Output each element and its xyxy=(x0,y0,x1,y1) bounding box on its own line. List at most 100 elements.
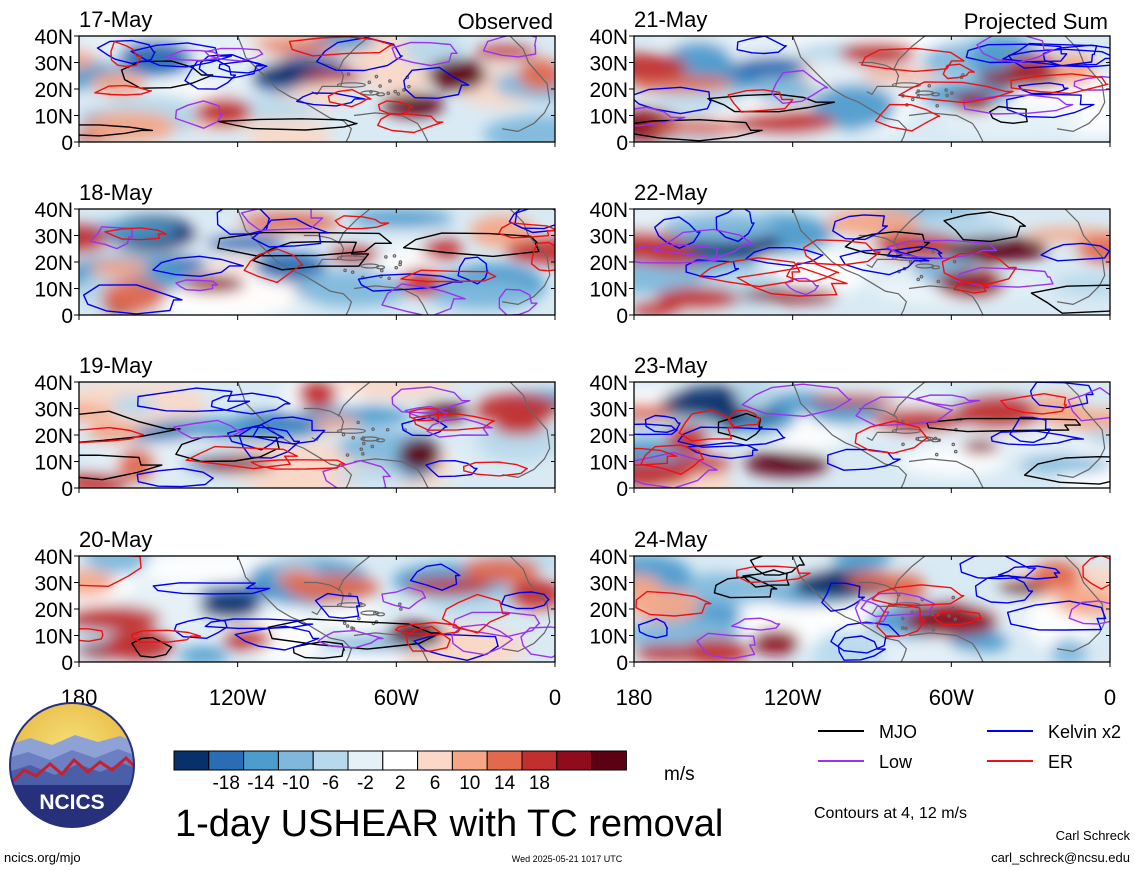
panel-date-label: 22-May xyxy=(634,180,707,205)
y-tick-label: 40N xyxy=(589,199,628,222)
y-tick-label: 10N xyxy=(589,452,628,475)
colorbar-tick-label: 18 xyxy=(529,773,550,794)
y-tick-label: 20N xyxy=(589,425,628,448)
contours xyxy=(634,36,1110,142)
y-tick-label: 40N xyxy=(589,546,628,569)
colorbar-cell xyxy=(591,750,627,771)
panel-date-label: 18-May xyxy=(79,180,152,205)
colorbar-cell xyxy=(277,750,314,771)
panel-date-label: 20-May xyxy=(79,527,152,552)
colorbar-cell xyxy=(243,750,279,771)
ticks xyxy=(629,208,1111,320)
map-panel: 40N 30N 20N 10N 0 24-May xyxy=(589,527,1111,675)
y-tick-label: 30N xyxy=(34,226,73,249)
y-tick-label: 40N xyxy=(34,372,73,395)
ticks xyxy=(74,208,556,320)
y-tick-label: 20N xyxy=(589,599,628,622)
colorbar-tick-label: 2 xyxy=(395,773,406,794)
legend: MJO Kelvin x2 Low ER xyxy=(818,722,1121,772)
map-panel: 40N 30N 20N 10N 0 17-May Observed xyxy=(34,7,556,155)
y-tick-label: 20N xyxy=(34,599,73,622)
y-tick-label: 30N xyxy=(34,399,73,422)
legend-label: Kelvin x2 xyxy=(1048,722,1121,742)
legend-label: ER xyxy=(1048,752,1073,772)
coastline xyxy=(792,556,1106,662)
contours xyxy=(79,556,555,661)
y-tick-label: 20N xyxy=(589,79,628,102)
map-panel: 40N 30N 20N 10N 0 19-May xyxy=(34,353,556,501)
y-tick-label: 10N xyxy=(34,279,73,302)
ncics-logo: NCICS xyxy=(9,702,135,828)
contours-note: Contours at 4, 12 m/s xyxy=(814,805,967,822)
y-tick-label: 0 xyxy=(61,132,73,155)
colorbar-cell xyxy=(173,750,210,771)
panels: 40N 30N 20N 10N 0 17-May Observed 40N 30N 20N 10N 0… xyxy=(34,7,1116,710)
footer-author: Carl Schreck xyxy=(1056,828,1131,843)
column-label: Observed xyxy=(458,9,553,34)
y-tick-label: 40N xyxy=(34,546,73,569)
colorbar-cell xyxy=(451,750,488,771)
y-tick-label: 10N xyxy=(34,452,73,475)
ticks xyxy=(74,381,556,493)
map-panel: 40N 30N 20N 10N 0 23-May xyxy=(589,353,1111,501)
y-tick-label: 30N xyxy=(589,53,628,76)
x-tick-label: 180 xyxy=(616,685,653,710)
x-tick-label: 0 xyxy=(1104,685,1116,710)
x-tick-label: 120W xyxy=(764,685,822,710)
footer-email: carl_schreck@ncsu.edu xyxy=(991,850,1130,865)
y-tick-label: 0 xyxy=(61,652,73,675)
y-tick-label: 10N xyxy=(34,626,73,649)
colorbar-tick-label: -6 xyxy=(322,773,339,794)
y-tick-label: 10N xyxy=(589,626,628,649)
x-tick-label: 60W xyxy=(374,685,419,710)
ticks xyxy=(629,381,1111,493)
y-tick-label: 20N xyxy=(34,79,73,102)
contours xyxy=(635,556,1110,661)
coastline xyxy=(792,36,1106,142)
y-tick-label: 0 xyxy=(616,478,628,501)
panel-date-label: 19-May xyxy=(79,353,152,378)
panel-date-label: 17-May xyxy=(79,7,152,32)
contours xyxy=(79,386,528,488)
panel-date-label: 21-May xyxy=(634,7,707,32)
colorbar-tick-label: -2 xyxy=(357,773,374,794)
ticks xyxy=(74,35,556,147)
colorbar-tick-label: 14 xyxy=(494,773,516,794)
shear-field xyxy=(79,209,555,315)
y-tick-label: 0 xyxy=(616,132,628,155)
y-tick-label: 20N xyxy=(589,252,628,275)
y-tick-label: 0 xyxy=(61,305,73,328)
colorbar-tick-label: -10 xyxy=(282,773,309,794)
chart-title: 1-day USHEAR with TC removal xyxy=(175,803,723,845)
colorbar-cell xyxy=(347,750,384,771)
y-tick-label: 40N xyxy=(34,26,73,49)
x-tick-label: 120W xyxy=(209,685,267,710)
contours xyxy=(82,209,555,315)
colorbar-tick-label: 6 xyxy=(430,773,441,794)
ticks xyxy=(629,35,1111,147)
coastline xyxy=(237,382,551,488)
column-label: Projected Sum xyxy=(964,9,1108,34)
panel-date-label: 24-May xyxy=(634,527,707,552)
y-tick-label: 30N xyxy=(589,399,628,422)
logo-text: NCICS xyxy=(39,791,104,814)
contours xyxy=(79,36,537,137)
y-tick-label: 30N xyxy=(34,53,73,76)
y-tick-label: 10N xyxy=(589,279,628,302)
legend-label: Low xyxy=(879,752,913,772)
y-tick-label: 40N xyxy=(589,372,628,395)
colorbar: -18 -14 -10 -6 -2 2 6 10 14 18 xyxy=(173,750,627,794)
ticks xyxy=(74,555,556,667)
y-tick-label: 0 xyxy=(616,652,628,675)
y-tick-label: 30N xyxy=(589,573,628,596)
y-tick-label: 20N xyxy=(34,252,73,275)
panel-date-label: 23-May xyxy=(634,353,707,378)
colorbar-tick-label: 10 xyxy=(459,773,480,794)
shear-field xyxy=(79,556,555,662)
map-panel: 40N 30N 20N 10N 0 20-May xyxy=(34,527,556,675)
x-axis-labels: 180 120W 60W 0 180 120W 60W 0 xyxy=(61,685,1116,710)
y-tick-label: 0 xyxy=(61,478,73,501)
ticks xyxy=(629,555,1111,667)
x-tick-label: 60W xyxy=(929,685,974,710)
